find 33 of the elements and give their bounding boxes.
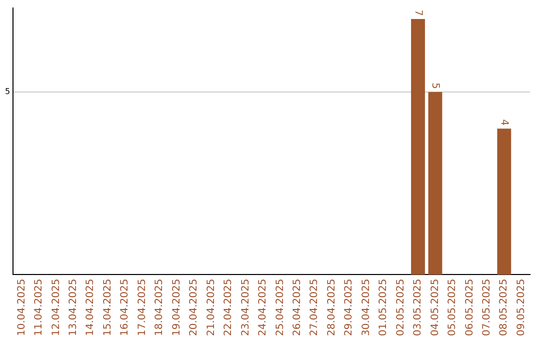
- x-tick-label: 06.05.2025: [464, 278, 476, 336]
- x-tick-label: 03.05.2025: [412, 278, 424, 336]
- x-tick-label: 30.04.2025: [360, 278, 372, 336]
- x-tick-label: 19.04.2025: [171, 278, 182, 336]
- x-tick-label: 17.04.2025: [136, 278, 148, 336]
- x-tick-label: 14.04.2025: [85, 278, 96, 336]
- x-tick-label: 18.04.2025: [154, 278, 166, 336]
- x-tick-label: 29.04.2025: [344, 278, 355, 336]
- x-tick-label: 25.04.2025: [274, 278, 286, 336]
- data-label: 4: [498, 119, 510, 126]
- x-tick-label: 22.04.2025: [223, 278, 234, 336]
- data-label: 7: [412, 10, 424, 16]
- x-tick-label: 16.04.2025: [120, 278, 131, 336]
- x-tick-label: 09.05.2025: [516, 278, 527, 336]
- x-tick-label: 10.04.2025: [16, 278, 28, 336]
- x-tick-label: 20.04.2025: [188, 278, 200, 336]
- x-tick-label: 12.04.2025: [50, 278, 62, 336]
- data-label: 5: [430, 82, 441, 90]
- x-tick-label: 08.05.2025: [498, 278, 510, 336]
- x-tick-label: 26.04.2025: [292, 278, 303, 336]
- x-tick-label: 07.05.2025: [482, 278, 493, 336]
- x-tick-label: 13.04.2025: [68, 278, 79, 336]
- x-tick-label: 11.04.2025: [34, 278, 45, 336]
- x-tick-label: 23.04.2025: [240, 278, 252, 336]
- x-tick-label: 15.04.2025: [102, 278, 114, 336]
- x-tick-label: 21.04.2025: [206, 278, 217, 336]
- x-tick-label: 28.04.2025: [326, 278, 338, 336]
- x-tick-label: 04.05.2025: [430, 278, 441, 336]
- x-tick-label: 27.04.2025: [309, 278, 320, 336]
- x-tick-label: 05.05.2025: [447, 278, 458, 336]
- x-tick-label: 24.04.2025: [258, 278, 269, 336]
- x-tick-label: 02.05.2025: [395, 278, 406, 336]
- x-tick-label: 01.05.2025: [378, 278, 390, 336]
